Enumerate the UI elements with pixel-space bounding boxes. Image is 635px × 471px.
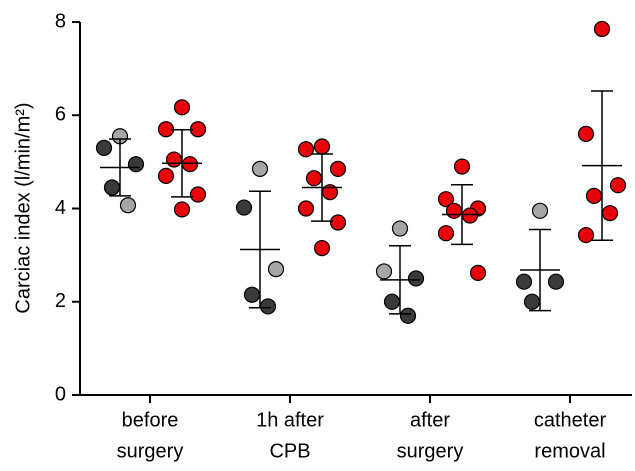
data-point bbox=[547, 273, 565, 290]
data-point bbox=[453, 158, 471, 175]
data-point bbox=[181, 156, 199, 173]
data-point bbox=[173, 99, 191, 116]
data-point bbox=[515, 273, 533, 290]
data-point bbox=[119, 197, 137, 214]
data-point bbox=[609, 177, 627, 194]
data-point bbox=[189, 186, 207, 203]
x-tick-label: before bbox=[122, 409, 179, 431]
data-point bbox=[313, 240, 331, 257]
y-tick-label: 0 bbox=[55, 383, 66, 405]
y-tick-label: 4 bbox=[55, 197, 66, 219]
y-tick-label: 6 bbox=[55, 104, 66, 126]
data-point bbox=[329, 160, 347, 177]
x-tick-label: CPB bbox=[269, 440, 310, 462]
data-point bbox=[391, 220, 409, 237]
data-point bbox=[127, 156, 145, 173]
data-point bbox=[523, 293, 541, 310]
x-tick-label: surgery bbox=[397, 440, 464, 462]
data-point bbox=[531, 202, 549, 219]
data-point bbox=[251, 160, 269, 177]
x-tick-label: surgery bbox=[117, 440, 184, 462]
data-point bbox=[329, 214, 347, 231]
data-point bbox=[585, 187, 603, 205]
data-point bbox=[267, 261, 285, 278]
x-tick-label: after bbox=[410, 409, 450, 431]
data-point bbox=[593, 20, 611, 38]
data-point bbox=[601, 205, 619, 222]
data-point bbox=[173, 201, 191, 218]
data-point bbox=[157, 167, 175, 184]
data-point bbox=[407, 270, 425, 287]
data-point bbox=[313, 138, 331, 155]
data-point bbox=[461, 207, 479, 224]
data-point bbox=[437, 191, 455, 208]
data-point bbox=[103, 179, 121, 196]
data-point bbox=[437, 225, 455, 242]
data-point bbox=[297, 141, 315, 158]
x-tick-label: catheter bbox=[534, 409, 607, 431]
data-point bbox=[469, 264, 487, 281]
x-tick-label: 1h after bbox=[256, 409, 324, 431]
data-point bbox=[297, 200, 315, 217]
data-point bbox=[383, 293, 401, 310]
data-point bbox=[243, 286, 261, 303]
data-point bbox=[399, 307, 417, 324]
data-point bbox=[305, 170, 323, 187]
data-point bbox=[235, 199, 253, 216]
y-tick-label: 2 bbox=[55, 290, 66, 312]
data-point bbox=[165, 151, 183, 168]
data-point bbox=[577, 125, 595, 142]
data-point bbox=[577, 226, 595, 244]
y-axis-label: Carciac index (l/min/m²) bbox=[12, 102, 34, 313]
y-tick-label: 8 bbox=[55, 10, 66, 32]
x-tick-label: removal bbox=[534, 440, 605, 462]
data-point bbox=[259, 298, 277, 315]
data-point bbox=[95, 139, 113, 156]
data-point bbox=[445, 202, 463, 219]
data-point bbox=[375, 263, 393, 280]
